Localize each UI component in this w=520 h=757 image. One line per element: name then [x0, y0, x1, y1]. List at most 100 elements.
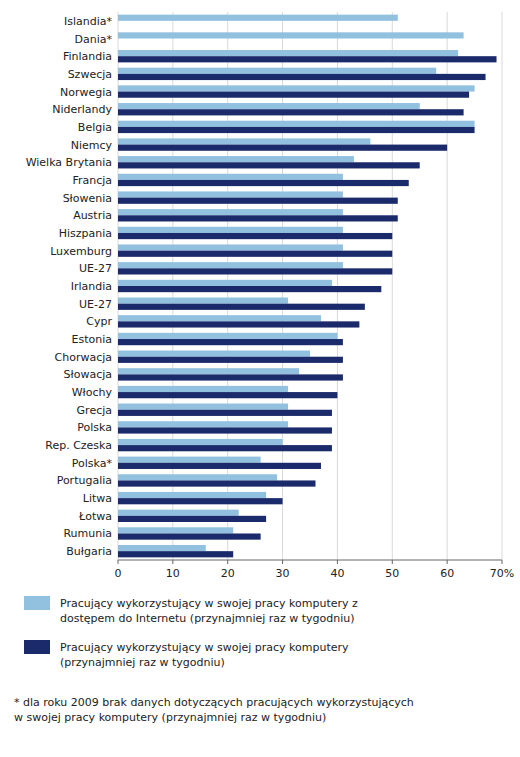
- bar: [118, 463, 321, 469]
- bar: [118, 268, 392, 274]
- bar: [118, 545, 206, 551]
- category-label: Litwa: [83, 492, 112, 505]
- tick-label: 40: [330, 567, 344, 580]
- category-label: Estonia: [72, 333, 113, 346]
- bar: [118, 32, 464, 38]
- bars: [118, 15, 497, 558]
- tick-mark: [172, 560, 173, 564]
- bar: [118, 445, 332, 451]
- category-label: Niderlandy: [52, 103, 112, 116]
- bar: [118, 516, 266, 522]
- category-label: Dania*: [75, 33, 113, 46]
- tick-mark: [502, 560, 503, 564]
- footnote: * dla roku 2009 brak danych dotyczących …: [14, 696, 414, 724]
- bar: [118, 357, 343, 363]
- bar: [118, 351, 310, 357]
- tick-label: 50: [385, 567, 399, 580]
- category-label: Irlandia: [71, 280, 112, 293]
- bar: [118, 198, 398, 204]
- category-label: Rumunia: [63, 527, 112, 540]
- tick-label: 30: [276, 567, 290, 580]
- grid-line: [502, 12, 503, 560]
- tick-mark: [392, 560, 393, 564]
- bar: [118, 457, 261, 463]
- tick-label: 60: [440, 567, 454, 580]
- legend-label: Pracujący wykorzystujący w swojej pracy …: [60, 597, 358, 625]
- category-label: Hiszpania: [59, 227, 112, 240]
- bar: [118, 492, 266, 498]
- bar: [118, 127, 475, 133]
- bar: [118, 404, 288, 410]
- bar: [118, 233, 392, 239]
- bar: [118, 209, 343, 215]
- bar: [118, 74, 486, 80]
- bar: [118, 510, 239, 516]
- bar: [118, 174, 343, 180]
- bar: [118, 368, 299, 374]
- tick-mark: [337, 560, 338, 564]
- tick-mark: [118, 560, 119, 564]
- bar: [118, 262, 343, 268]
- legend: Pracujący wykorzystujący w swojej pracy …: [24, 596, 358, 669]
- category-label: Cypr: [86, 315, 112, 328]
- bar: [118, 527, 233, 533]
- bar: [118, 304, 365, 310]
- category-label: Szwecja: [68, 68, 112, 81]
- category-label: Wielka Brytania: [26, 156, 112, 169]
- bar: [118, 280, 332, 286]
- category-label: Portugalia: [57, 474, 112, 487]
- bar: [118, 145, 447, 151]
- annotation-line: w swojej pracy komputery (przynajmniej r…: [14, 711, 326, 724]
- legend-line: Pracujący wykorzystujący w swojej pracy …: [60, 597, 358, 610]
- category-label: Polska: [77, 421, 112, 434]
- category-label: Słowacja: [64, 368, 112, 381]
- category-label: Polska*: [72, 457, 113, 470]
- category-label: Francja: [72, 174, 112, 187]
- bar: [118, 474, 277, 480]
- bar: [118, 374, 343, 380]
- bar: [118, 162, 420, 168]
- bar: [118, 103, 420, 109]
- x-axis: 010203040506070%: [115, 560, 515, 580]
- tick-mark: [227, 560, 228, 564]
- legend-line: dostępem do Internetu (przynajmniej raz …: [60, 612, 355, 625]
- bar: [118, 50, 458, 56]
- legend-line: (przynajmniej raz w tygodniu): [60, 656, 225, 669]
- bar: [118, 85, 475, 91]
- legend-swatch: [24, 596, 50, 610]
- bar: [118, 68, 436, 74]
- bar: [118, 121, 475, 127]
- bar: [118, 321, 359, 327]
- tick-label: 20: [221, 567, 235, 580]
- bar: [118, 244, 343, 250]
- bar: [118, 315, 321, 321]
- bar: [118, 498, 283, 504]
- chart-svg: 010203040506070%Islandia*Dania*Finlandia…: [0, 0, 520, 757]
- legend-swatch: [24, 640, 50, 654]
- bar: [118, 439, 283, 445]
- tick-mark: [282, 560, 283, 564]
- category-label: UE-27: [79, 298, 112, 311]
- bar: [118, 215, 398, 221]
- bar: [118, 392, 337, 398]
- legend-line: Pracujący wykorzystujący w swojej pracy …: [60, 641, 349, 654]
- bar: [118, 156, 354, 162]
- category-label: Norwegia: [60, 86, 112, 99]
- annotation: * dla roku 2009 brak danych dotyczących …: [14, 696, 414, 724]
- tick-label: 70%: [490, 567, 514, 580]
- bar: [118, 551, 233, 557]
- tick-mark: [447, 560, 448, 564]
- bar: [118, 15, 398, 21]
- bar: [118, 480, 315, 486]
- bar: [118, 386, 288, 392]
- bar: [118, 191, 343, 197]
- bar: [118, 533, 261, 539]
- category-label: Bułgaria: [66, 545, 112, 558]
- category-label: Chorwacja: [55, 351, 113, 364]
- bar: [118, 297, 288, 303]
- category-label: Belgia: [78, 121, 112, 134]
- legend-label: Pracujący wykorzystujący w swojej pracy …: [60, 641, 349, 669]
- y-axis: Islandia*Dania*FinlandiaSzwecjaNorwegiaN…: [26, 15, 113, 558]
- category-label: Grecja: [77, 404, 112, 417]
- category-label: Finlandia: [63, 50, 112, 63]
